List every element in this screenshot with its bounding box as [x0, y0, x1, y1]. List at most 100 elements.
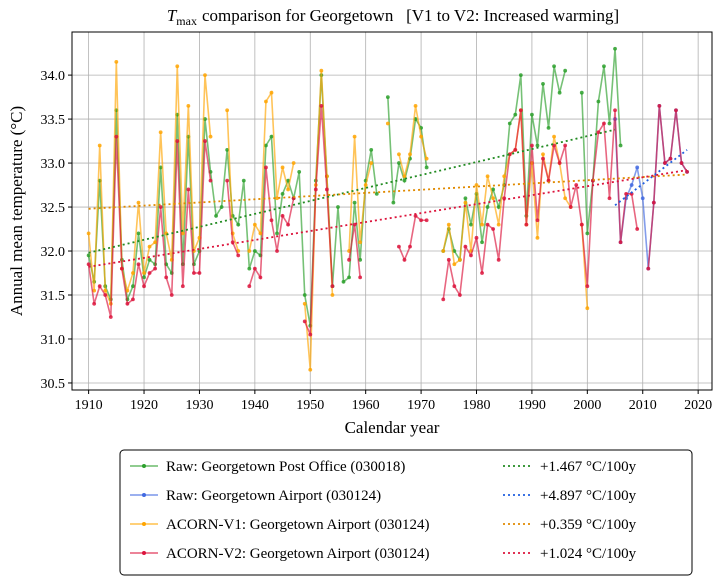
- data-point: [86, 253, 91, 258]
- data-point: [585, 284, 590, 289]
- data-point: [147, 257, 152, 262]
- data-point: [585, 306, 590, 311]
- data-point: [125, 301, 130, 306]
- data-point: [319, 103, 324, 108]
- data-point: [408, 152, 412, 157]
- data-point: [496, 222, 501, 227]
- data-point: [535, 143, 540, 148]
- data-point: [402, 178, 407, 183]
- data-point: [203, 139, 207, 143]
- data-point: [142, 271, 146, 275]
- data-point: [313, 187, 318, 192]
- data-point: [557, 161, 562, 165]
- data-point: [629, 191, 634, 196]
- data-point: [347, 257, 351, 262]
- data-point: [596, 99, 601, 104]
- data-point: [247, 266, 252, 271]
- data-point: [225, 178, 230, 183]
- data-point: [236, 222, 241, 227]
- data-point: [469, 222, 473, 227]
- trend-line: [614, 149, 688, 206]
- data-point: [635, 165, 640, 170]
- y-tick-label: 32.0: [41, 245, 66, 260]
- data-point: [535, 218, 540, 223]
- data-point: [585, 231, 590, 236]
- legend-label: +4.897 °C/100y: [540, 488, 637, 504]
- title-symbol: T: [167, 6, 178, 25]
- data-point: [563, 143, 568, 148]
- x-tick-label: 1950: [296, 398, 324, 413]
- data-point: [524, 222, 529, 227]
- data-point: [269, 218, 274, 223]
- data-point: [169, 293, 174, 297]
- y-tick-label: 33.5: [41, 113, 66, 128]
- data-point: [563, 68, 568, 73]
- data-point: [485, 174, 490, 179]
- data-point: [297, 169, 302, 174]
- data-point: [613, 108, 617, 113]
- data-point: [97, 284, 102, 289]
- data-point: [186, 103, 191, 108]
- title-text: comparison for Georgetown [V1 to V2: Inc…: [202, 6, 619, 25]
- data-point: [280, 191, 285, 196]
- data-point: [640, 196, 645, 201]
- data-point: [136, 200, 141, 205]
- data-point: [180, 284, 185, 289]
- data-point: [252, 249, 257, 253]
- data-point: [452, 284, 457, 289]
- data-point: [119, 266, 124, 271]
- data-point: [457, 257, 462, 262]
- y-tick-label: 32.5: [41, 201, 66, 216]
- data-point: [258, 275, 263, 280]
- data-point: [158, 205, 163, 209]
- x-tick-label: 1980: [463, 398, 491, 413]
- data-point: [108, 315, 113, 319]
- data-point: [175, 139, 180, 143]
- data-point: [541, 81, 545, 86]
- data-point: [358, 275, 363, 280]
- data-point: [568, 205, 573, 209]
- data-point: [674, 108, 678, 113]
- data-point: [264, 99, 268, 104]
- data-point: [125, 288, 130, 293]
- data-point: [247, 249, 252, 253]
- data-point: [541, 156, 545, 161]
- x-tick-label: 1970: [407, 398, 435, 413]
- data-point: [147, 244, 152, 249]
- data-point: [618, 143, 623, 148]
- data-point: [153, 266, 158, 271]
- data-point: [341, 279, 346, 284]
- data-point: [286, 187, 291, 192]
- data-point: [269, 134, 274, 139]
- data-point: [518, 108, 523, 113]
- data-point: [397, 244, 401, 249]
- data-point: [463, 244, 468, 249]
- data-point: [158, 130, 163, 135]
- data-point: [679, 161, 684, 165]
- data-point: [424, 165, 429, 170]
- data-point: [480, 271, 484, 275]
- x-tick-label: 1920: [130, 398, 158, 413]
- data-point: [419, 134, 423, 139]
- data-point: [491, 227, 496, 231]
- data-point: [225, 108, 230, 113]
- data-point: [607, 121, 612, 126]
- x-tick-label: 1960: [352, 398, 380, 413]
- data-point: [180, 231, 185, 236]
- data-point: [103, 293, 108, 297]
- data-point: [352, 200, 357, 205]
- data-point: [164, 275, 169, 280]
- y-tick-label: 33.0: [41, 157, 66, 172]
- data-point: [607, 196, 612, 201]
- data-point: [286, 222, 291, 227]
- legend-label: +1.024 °C/100y: [540, 546, 637, 562]
- data-point: [513, 112, 518, 117]
- data-point: [308, 332, 313, 337]
- data-point: [136, 262, 141, 267]
- data-point: [114, 134, 119, 139]
- data-point: [502, 174, 507, 179]
- data-point: [369, 161, 374, 165]
- data-point: [219, 205, 224, 209]
- data-point: [264, 143, 268, 148]
- x-axis-label: Calendar year: [345, 418, 440, 437]
